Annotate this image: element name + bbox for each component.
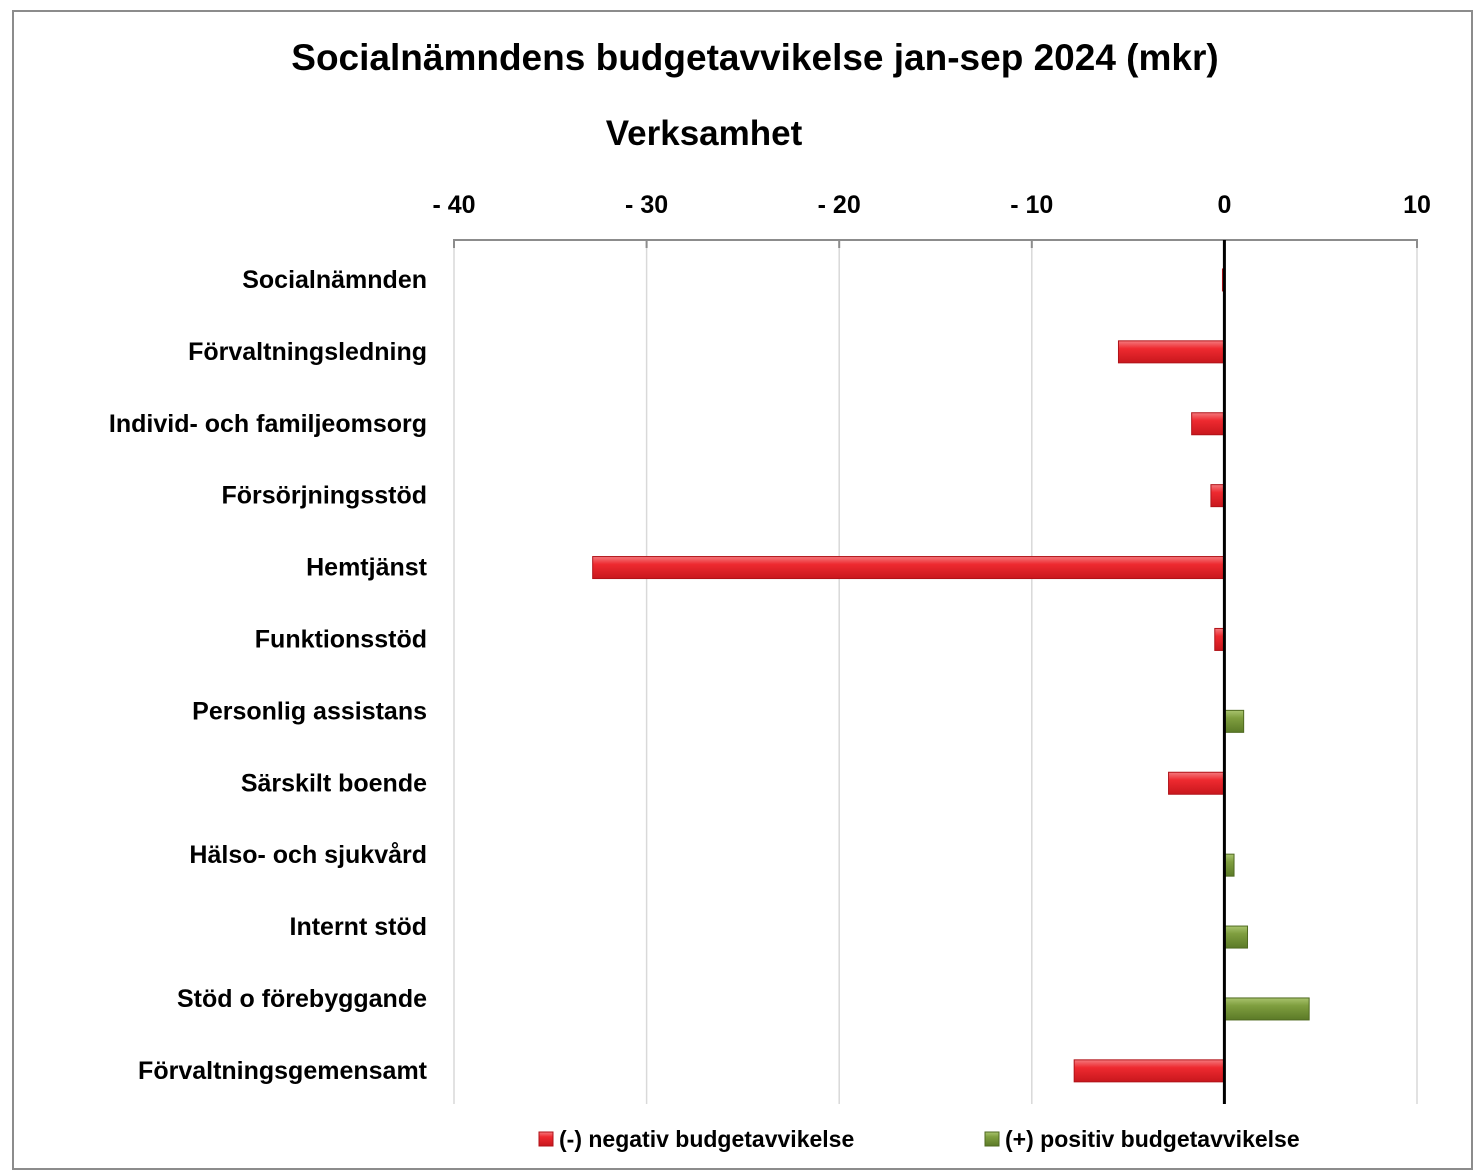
category-labels: Socialnämnden Förvaltningsledning Individ-… (109, 266, 428, 1085)
legend-label-negative: (-) negativ budgetavvikelse (559, 1126, 854, 1152)
category-label: Förvaltningsgemensamt (138, 1057, 428, 1085)
category-label: Internt stöd (290, 913, 428, 941)
bar-negative (1210, 484, 1225, 508)
bar-positive (1223, 925, 1249, 949)
legend-swatch-negative (538, 1131, 554, 1147)
chart-subtitle: Verksamhet (606, 114, 803, 153)
bar-negative (1191, 412, 1225, 436)
category-label: Hemtjänst (306, 554, 428, 582)
category-label: Särskilt boende (241, 769, 427, 797)
bar-positive (1223, 997, 1310, 1021)
bar-negative (592, 556, 1225, 580)
x-tick-label: 10 (1403, 191, 1431, 219)
category-label: Individ- och familjeomsorg (109, 410, 427, 438)
chart-frame (12, 10, 1473, 1170)
x-tick-label: 0 (1217, 191, 1231, 219)
bars (592, 268, 1310, 1083)
x-axis: - 40 - 30 - 20 - 10 0 10 (432, 191, 1431, 248)
bar-negative (1073, 1059, 1225, 1083)
chart-title: Socialnämndens budgetavvikelse jan-sep 2… (291, 37, 1218, 78)
bar-positive (1223, 709, 1245, 733)
x-tick-label: - 20 (818, 191, 861, 219)
gridlines (453, 240, 1418, 1104)
category-label: Funktionsstöd (255, 625, 427, 653)
bar-negative (1168, 771, 1225, 795)
category-label: Försörjningsstöd (221, 482, 427, 510)
x-tick-label: - 30 (625, 191, 668, 219)
category-label: Socialnämnden (242, 266, 427, 294)
bar-negative (1117, 340, 1225, 364)
legend-label-positive: (+) positiv budgetavvikelse (1005, 1126, 1300, 1152)
x-tick-label: - 10 (1010, 191, 1053, 219)
category-label: Förvaltningsledning (188, 338, 427, 366)
category-label: Personlig assistans (192, 697, 427, 725)
legend-swatch-positive (984, 1131, 1000, 1147)
legend: (-) negativ budgetavvikelse (+) positiv … (538, 1126, 1300, 1152)
category-label: Hälso- och sjukvård (189, 841, 427, 869)
category-label: Stöd o förebyggande (177, 985, 427, 1013)
x-tick-label: - 40 (432, 191, 475, 219)
